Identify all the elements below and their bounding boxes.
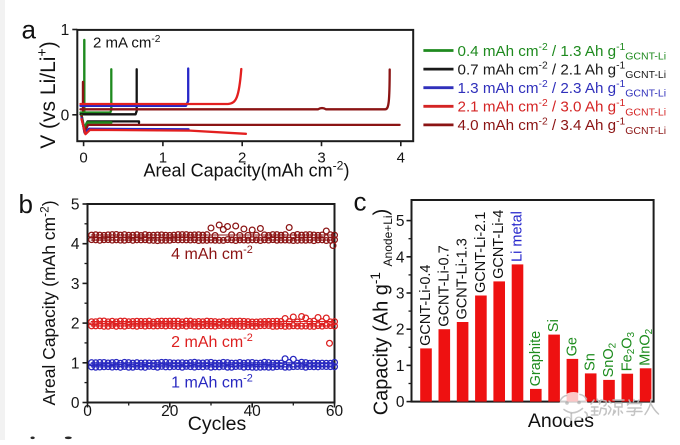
svg-text:60: 60 [326,403,344,420]
svg-text:3: 3 [396,286,405,303]
svg-text:Sn: Sn [583,353,599,371]
svg-text:Li metal: Li metal [510,211,526,262]
svg-text:4: 4 [396,249,405,266]
svg-text:0: 0 [61,107,70,124]
svg-text:2 mA cm-2​: 2 mA cm-2​ [93,34,161,52]
svg-text:3: 3 [71,276,80,293]
svg-text:GCNT-Li-0.7: GCNT-Li-0.7 [436,245,452,326]
svg-text:4: 4 [71,236,80,253]
svg-text:4 mAh cm-2​: 4 mAh cm-2​ [171,244,253,263]
svg-text:Areal Capacity (mAh cm-2​): Areal Capacity (mAh cm-2​) [37,200,59,405]
svg-text:2: 2 [71,316,80,333]
svg-text:1 mAh cm-2​: 1 mAh cm-2​ [171,372,253,391]
svg-text:1: 1 [61,22,70,39]
svg-text:0: 0 [79,150,87,167]
svg-text:5: 5 [71,197,80,214]
svg-text:1: 1 [396,358,405,375]
svg-text:40: 40 [244,403,262,420]
svg-text:a: a [22,15,37,45]
svg-text:3: 3 [317,150,325,167]
svg-text:Ge: Ge [564,337,580,356]
svg-text:0.7 mAh cm-2​ / 2.1 Ah g-1GCNT: 0.7 mAh cm-2​ / 2.1 Ah g-1GCNT-Li [458,61,667,82]
svg-text:Si: Si [546,319,562,332]
svg-text:GCNT-Li-1.3: GCNT-Li-1.3 [455,238,471,319]
svg-text:2: 2 [396,322,405,339]
svg-text:GCNT-Li-2.1: GCNT-Li-2.1 [473,212,489,293]
svg-text:0: 0 [83,403,92,420]
svg-text:b: b [19,189,33,219]
svg-text:20: 20 [161,403,179,420]
svg-text:2 mAh cm-2​: 2 mAh cm-2​ [171,332,253,351]
svg-text:2: 2 [238,150,246,167]
svg-text:V (vs Li/Li+​): V (vs Li/Li+​) [35,41,60,149]
svg-text:0: 0 [71,395,80,412]
svg-text:Areal Capacity(mAh cm-2​): Areal Capacity(mAh cm-2​) [144,159,350,181]
svg-text:c: c [354,187,367,217]
svg-text:GCNT-Li-4: GCNT-Li-4 [491,210,507,279]
svg-text:5: 5 [396,213,405,230]
svg-text:Fe2O3: Fe2O3 [619,331,636,371]
svg-text:GCNT-Li-0.4: GCNT-Li-0.4 [418,265,434,346]
svg-text:SnO2: SnO2 [601,342,618,377]
svg-text:Cycles: Cycles [188,413,247,435]
svg-text:2.1 mAh cm-2​ / 3.0 Ah g-1GCNT: 2.1 mAh cm-2​ / 3.0 Ah g-1GCNT-Li [458,98,667,119]
svg-text:Graphite: Graphite [528,331,544,387]
svg-text:0.4 mAh cm-2​ / 1.3 Ah g-1GCNT: 0.4 mAh cm-2​ / 1.3 Ah g-1GCNT-Li [458,42,667,63]
svg-text:1.3 mAh cm-2​ / 2.3 Ah g-1GCNT: 1.3 mAh cm-2​ / 2.3 Ah g-1GCNT-Li [458,79,667,100]
svg-text:MnO2: MnO2 [638,328,655,365]
svg-text:4.0 mAh cm-2​ / 3.4 Ah g-1GCNT: 4.0 mAh cm-2​ / 3.4 Ah g-1GCNT-Li [458,116,667,137]
svg-text:1: 1 [71,355,80,372]
svg-text:0: 0 [396,394,405,411]
svg-text:1: 1 [159,150,167,167]
svg-text:4: 4 [397,150,405,167]
